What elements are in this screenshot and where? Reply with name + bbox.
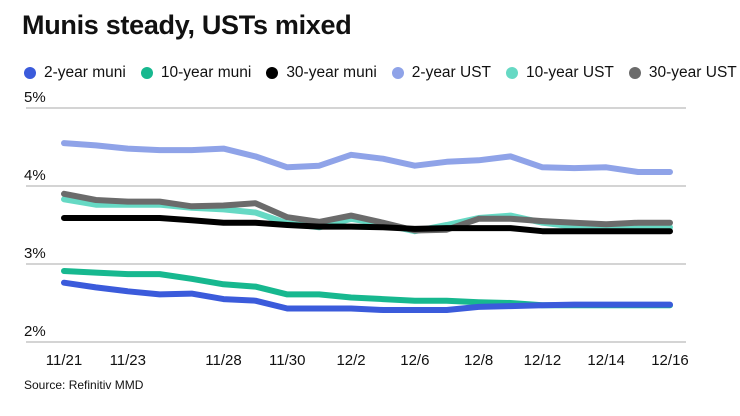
source-note: Source: Refinitiv MMD	[24, 378, 144, 392]
legend-swatch	[391, 67, 404, 79]
y-tick-label: 2%	[24, 323, 46, 340]
series-line-30-year-ust	[61, 190, 673, 234]
x-tick-label: 11/30	[269, 352, 305, 369]
legend-label: 2-year UST	[411, 64, 492, 81]
legend-item-2-year-ust: 2-year UST	[391, 64, 492, 82]
legend-item-10-year-muni: 10-year muni	[140, 64, 252, 82]
x-tick-label: 12/6	[400, 352, 429, 369]
series-line-10-year-muni	[61, 268, 673, 309]
chart-legend: 2-year muni 10-year muni 30-year muni 2-yea…	[24, 64, 737, 82]
series-line-2-year-muni	[61, 279, 673, 313]
legend-swatch	[140, 67, 153, 79]
legend-label: 30-year muni	[286, 64, 377, 81]
x-tick-label: 11/23	[110, 352, 146, 369]
legend-item-30-year-muni: 30-year muni	[266, 64, 377, 82]
x-tick-label: 12/2	[336, 352, 365, 369]
x-tick-label: 12/16	[651, 352, 689, 369]
legend-swatch	[628, 67, 641, 79]
legend-label: 30-year UST	[648, 64, 737, 81]
legend-item-10-year-ust: 10-year UST	[506, 64, 614, 82]
y-tick-label: 5%	[24, 89, 46, 106]
y-tick-label: 3%	[24, 245, 46, 262]
legend-label: 2-year muni	[44, 64, 126, 81]
legend-label: 10-year UST	[526, 64, 614, 81]
x-tick-label: 12/14	[587, 352, 625, 369]
legend-item-30-year-ust: 30-year UST	[628, 64, 737, 82]
x-tick-label: 12/12	[524, 352, 562, 369]
x-tick-label: 12/8	[464, 352, 493, 369]
y-tick-label: 4%	[24, 167, 46, 184]
legend-item-2-year-muni: 2-year muni	[24, 64, 126, 82]
x-tick-label: 11/21	[46, 352, 82, 369]
legend-label: 10-year muni	[160, 64, 252, 81]
chart-title: Munis steady, USTs mixed	[22, 10, 352, 40]
series-line-30-year-muni	[61, 215, 673, 235]
legend-swatch	[266, 67, 279, 79]
legend-swatch	[24, 67, 36, 79]
series-line-2-year-ust	[61, 140, 673, 175]
x-tick-label: 11/28	[205, 352, 241, 369]
legend-swatch	[506, 67, 519, 79]
